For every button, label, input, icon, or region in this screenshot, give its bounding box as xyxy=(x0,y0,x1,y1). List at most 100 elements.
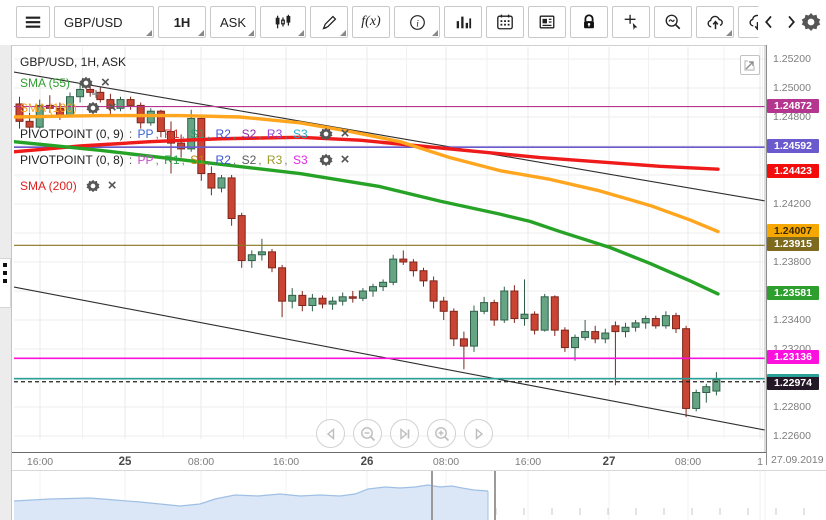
time-tick-label: 16:00 xyxy=(272,456,300,468)
price-tick-label: 1.22600 xyxy=(773,430,811,442)
time-tick-label: 08:00 xyxy=(432,456,460,468)
close-icon[interactable]: × xyxy=(340,151,350,168)
pivot-level-label: S3 xyxy=(292,127,308,141)
crosshair-icon xyxy=(622,13,640,31)
gear-icon[interactable] xyxy=(79,76,93,90)
time-axis[interactable]: 16:00 25 08:00 16:00 26 08:00 16:00 27 08:00 1 xyxy=(0,453,766,470)
price-level-badge: 1.22974 xyxy=(767,373,819,390)
price-level-badge: 1.23136 xyxy=(767,350,819,365)
chevron-right-icon xyxy=(783,14,799,30)
drawing-tools-button[interactable] xyxy=(310,6,348,38)
price-tick-label: 1.23400 xyxy=(773,314,811,326)
menu-button[interactable] xyxy=(16,6,50,38)
price-level-badge: 1.23581 xyxy=(767,285,819,300)
time-tick-label: 1 xyxy=(757,456,763,468)
magnifier-plus-icon xyxy=(432,424,452,444)
news-button[interactable] xyxy=(528,6,566,38)
gear-icon[interactable] xyxy=(319,153,333,167)
chart-replay-controls xyxy=(316,419,493,448)
step-forward-button[interactable] xyxy=(464,419,493,448)
scroll-right-button[interactable] xyxy=(780,6,802,38)
price-level-badge: 1.24592 xyxy=(767,139,819,154)
time-tick-label: 26 xyxy=(360,456,374,468)
calendar-button[interactable] xyxy=(486,6,524,38)
legend-row: PIVOTPOINT (0, 9): PP, R1, S1, R2, S2, R… xyxy=(20,125,350,142)
side-select[interactable]: ASK xyxy=(210,6,256,38)
info-button[interactable] xyxy=(394,6,440,38)
gear-icon[interactable] xyxy=(86,101,100,115)
info-icon xyxy=(409,14,426,31)
time-tick-label: 16:00 xyxy=(26,456,54,468)
pivot-level-label: S3 xyxy=(292,153,308,167)
price-level-badge: 1.23915 xyxy=(767,237,819,252)
indicators-button[interactable]: f(x) xyxy=(352,6,390,38)
pivot-levels: : PP, R1, S1, R2, S2, R3, S3 xyxy=(128,153,308,167)
chart-type-button[interactable] xyxy=(260,6,306,38)
price-tick-label: 1.24800 xyxy=(773,111,811,123)
fx-label: f(x) xyxy=(361,14,381,29)
pivot-level-label: S2 xyxy=(241,153,257,167)
close-icon[interactable]: × xyxy=(101,74,110,91)
legend-row: SMA (200) × xyxy=(20,177,117,194)
magnifier-minus-icon xyxy=(358,424,378,444)
pivot-level-label: R1 xyxy=(164,153,180,167)
legend-row: PIVOTPOINT (0, 8): PP, R1, S1, R2, S2, R… xyxy=(20,151,350,168)
pivot-level-label: R3 xyxy=(266,127,283,141)
arrow-right-icon xyxy=(469,424,489,444)
magnifier-wave-icon xyxy=(664,13,682,31)
volume-button[interactable] xyxy=(444,6,482,38)
close-icon[interactable]: × xyxy=(340,125,350,142)
pivot-level-label: S1 xyxy=(190,153,205,167)
left-panel-strip xyxy=(0,45,12,520)
pivot-level-label: R2 xyxy=(215,127,231,141)
pivot-level-label: S2 xyxy=(241,127,257,141)
lock-button[interactable] xyxy=(570,6,608,38)
time-tick-label: 08:00 xyxy=(187,456,215,468)
price-axis[interactable]: 1.25200 1.25000 1.24800 1.24200 1.23800 1.234… xyxy=(766,45,826,466)
settings-button[interactable] xyxy=(798,9,824,35)
instrument-select[interactable]: GBP/USD xyxy=(54,6,154,38)
scroll-left-button[interactable] xyxy=(758,6,780,38)
axis-date-label: 27.09.2019 xyxy=(771,454,824,466)
gear-icon[interactable] xyxy=(86,179,100,193)
zoom-out-button[interactable] xyxy=(353,419,382,448)
skip-to-end-button[interactable] xyxy=(390,419,419,448)
zoom-chart-button[interactable] xyxy=(654,6,692,38)
indicator-label: SMA (55) xyxy=(20,76,71,90)
gear-icon[interactable] xyxy=(319,127,333,141)
pivot-level-label: PP xyxy=(137,153,154,167)
step-back-button[interactable] xyxy=(316,419,345,448)
legend-row: SMA (55) × xyxy=(20,74,110,91)
save-template-button[interactable] xyxy=(696,6,734,38)
indicator-label: SMA (200) xyxy=(20,179,77,193)
panel-collapse-handle[interactable] xyxy=(0,258,11,308)
chart-bottom-border xyxy=(12,452,766,453)
pivot-level-label: R3 xyxy=(266,153,283,167)
lock-icon xyxy=(580,13,598,31)
period-label: 1H xyxy=(173,14,191,30)
pivot-level-label: S1 xyxy=(190,127,205,141)
pivot-level-label: R1 xyxy=(164,127,180,141)
chevron-left-icon xyxy=(761,14,777,30)
calendar-icon xyxy=(496,13,514,31)
price-level-badge: 1.24872 xyxy=(767,98,819,113)
chart-plot-area[interactable] xyxy=(14,45,766,453)
zoom-in-button[interactable] xyxy=(427,419,456,448)
price-tick-label: 1.24200 xyxy=(773,198,811,210)
popout-chart-button[interactable] xyxy=(740,55,760,75)
candlestick-icon xyxy=(274,13,292,31)
price-level-badge: 1.24423 xyxy=(767,163,819,178)
crosshair-button[interactable] xyxy=(612,6,650,38)
main-toolbar: GBP/USD 1H ASK f(x) xyxy=(0,0,826,46)
period-select[interactable]: 1H xyxy=(158,6,206,38)
hamburger-icon xyxy=(24,13,42,31)
overview-navigator[interactable] xyxy=(12,470,826,520)
legend-row: SMA (100) × xyxy=(20,99,117,116)
price-tick-label: 1.25000 xyxy=(773,82,811,94)
close-icon[interactable]: × xyxy=(107,99,117,116)
close-icon[interactable]: × xyxy=(107,177,117,194)
price-tick-label: 1.23800 xyxy=(773,256,811,268)
pencil-icon xyxy=(321,14,338,31)
chart-title: GBP/USD, 1H, ASK xyxy=(20,55,127,69)
